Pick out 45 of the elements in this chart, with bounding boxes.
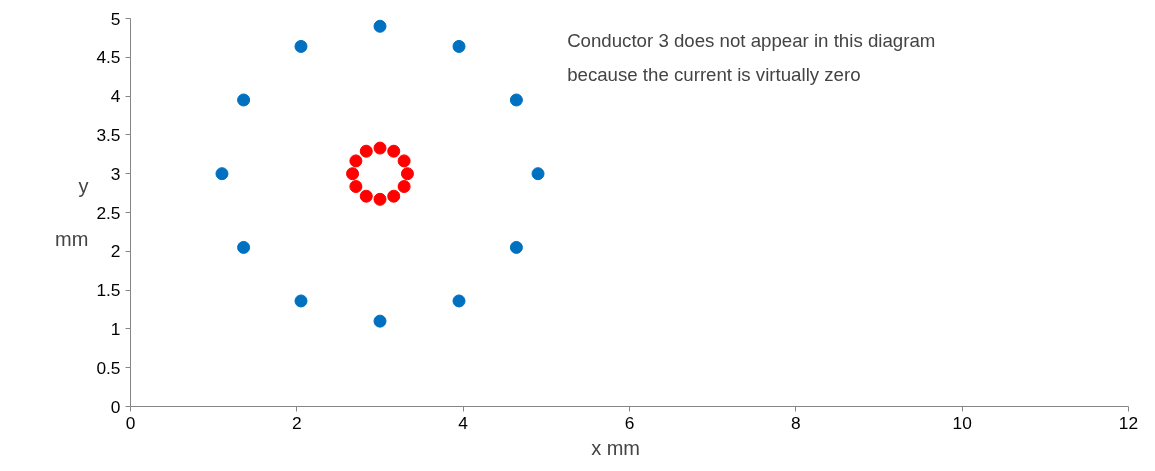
y-tick-label: 0.5 (96, 357, 121, 378)
point (387, 189, 401, 203)
point (397, 154, 411, 168)
text: y mm (55, 175, 89, 250)
x-tick-label: 6 (624, 412, 635, 433)
x-tick-label: 12 (1118, 412, 1139, 433)
point (373, 192, 387, 206)
point (452, 39, 466, 53)
x-tick-label: 10 (952, 412, 972, 433)
point (373, 19, 387, 33)
x-tick-label: 8 (791, 412, 801, 433)
point (359, 189, 373, 203)
point (387, 144, 401, 158)
point (509, 93, 523, 107)
point (373, 141, 387, 155)
point (531, 167, 545, 181)
x-tick-label: 2 (292, 412, 302, 433)
point (400, 167, 414, 181)
point (237, 240, 251, 254)
point (509, 240, 523, 254)
y-tick-label: 3 (110, 163, 121, 184)
y-tick-label: 1.5 (96, 280, 121, 301)
point (294, 294, 308, 308)
point (397, 180, 411, 193)
y-tick-label: 4 (110, 86, 121, 107)
point (359, 144, 373, 158)
y-tick-label: 2 (110, 241, 121, 262)
point (349, 180, 363, 193)
y-tick-label: 3.5 (96, 124, 121, 145)
point (349, 154, 363, 168)
x-tick-label: 4 (458, 412, 469, 433)
point (373, 314, 387, 328)
x-axis-title: x mm (591, 436, 641, 459)
y-tick-label: 5 (110, 8, 121, 29)
point (215, 167, 229, 181)
y-tick-label: 1 (110, 318, 121, 339)
x-tick-label: 0 (125, 412, 136, 433)
point (346, 167, 360, 181)
point (452, 294, 466, 308)
y-tick-label: 0 (110, 396, 121, 417)
annotation: Conductor 3 does not appear in this diagram because the current is virtually zero (567, 30, 936, 85)
y-tick-label: 2.5 (96, 202, 121, 223)
point (294, 39, 308, 53)
point (237, 93, 251, 107)
y-tick-label: 4.5 (96, 47, 121, 68)
